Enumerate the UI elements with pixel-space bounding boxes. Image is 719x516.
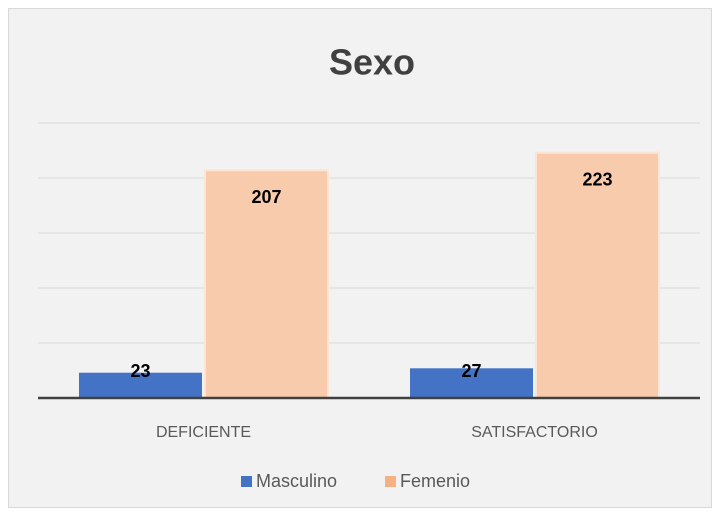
data-label: 223 — [582, 169, 612, 189]
legend-label: Masculino — [256, 471, 337, 491]
data-label: 23 — [130, 361, 150, 381]
legend-label: Femenio — [400, 471, 470, 491]
bar — [410, 368, 533, 398]
data-label: 27 — [461, 361, 481, 381]
bar — [79, 372, 202, 398]
data-label: 207 — [251, 187, 281, 207]
legend-swatch — [385, 476, 396, 487]
bar — [535, 151, 660, 399]
x-tick-label: SATISFACTORIO — [471, 424, 598, 441]
legend-swatch — [241, 476, 252, 487]
chart-title: Sexo — [329, 42, 415, 83]
x-tick-label: DEFICIENTE — [156, 424, 251, 441]
